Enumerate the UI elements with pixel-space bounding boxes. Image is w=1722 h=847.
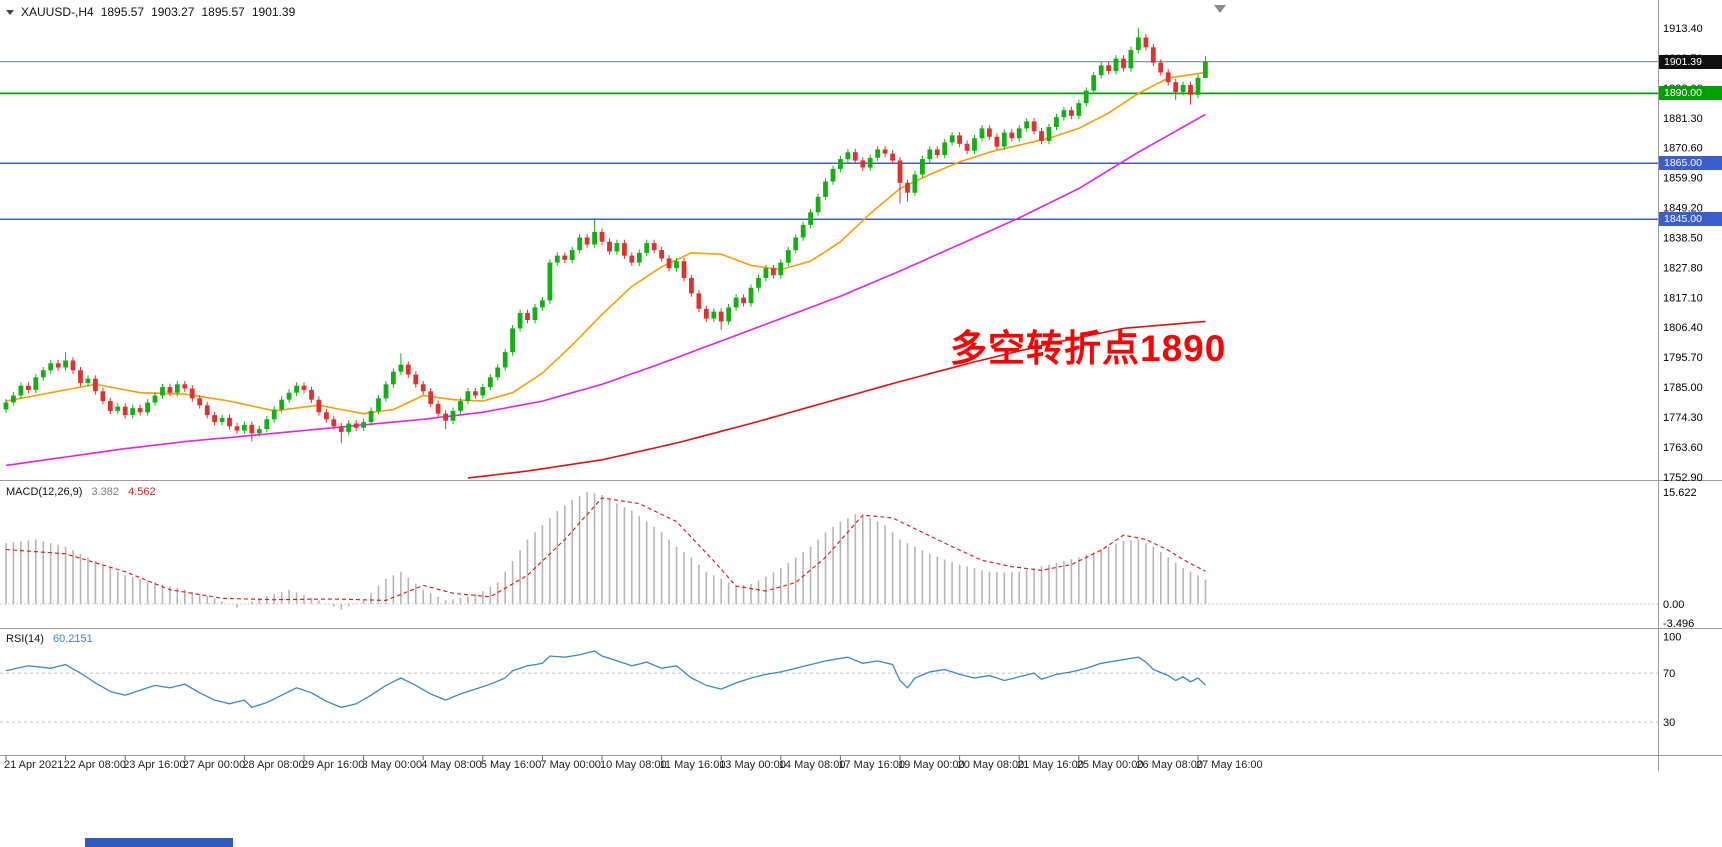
axis-label: 1838.50 [1663, 232, 1703, 244]
axis-label: 10 May 08:00 [600, 759, 667, 771]
axis-label: 1870.60 [1663, 143, 1703, 155]
axis-label: 1785.00 [1663, 382, 1703, 394]
axis-label: 1752.90 [1663, 472, 1703, 484]
axis-label: 5 May 16:00 [481, 759, 542, 771]
ma-medium-magenta [5, 113, 1206, 467]
axis-label: 27 May 16:00 [1196, 759, 1263, 771]
axis-label: 26 May 08:00 [1136, 759, 1203, 771]
ohlc-open: 1895.57 [100, 5, 145, 19]
axis-label: -3.496 [1663, 618, 1694, 630]
axis-label: 29 Apr 16:00 [302, 759, 364, 771]
hline-badge-1845[interactable]: 1845.00 [1659, 212, 1722, 226]
ohlc-close: 1901.39 [251, 5, 296, 19]
axis-label: 20 May 08:00 [958, 759, 1025, 771]
symbol-timeframe: XAUUSD-,H4 [21, 5, 94, 19]
ohlc-high: 1903.27 [151, 5, 195, 19]
axis-label: 13 May 00:00 [719, 759, 786, 771]
axis-label: 17 May 16:00 [838, 759, 905, 771]
symbol-menu-icon[interactable] [6, 9, 14, 15]
axis-label: 28 Apr 08:00 [242, 759, 304, 771]
price-axis: 1913.401902.701892.001881.301870.601859.… [0, 0, 1722, 771]
axis-label: 3 May 00:00 [362, 759, 423, 771]
axis-label: 1913.40 [1663, 23, 1703, 35]
axis-label: 19 May 00:00 [898, 759, 965, 771]
rsi-name: RSI(14) [6, 633, 44, 645]
axis-label: 4 May 08:00 [421, 759, 482, 771]
macd-signal-value: 4.562 [128, 486, 156, 498]
axis-label: 7 May 00:00 [540, 759, 601, 771]
axis-label: 1774.30 [1663, 412, 1703, 424]
axis-label: 0.00 [1663, 599, 1684, 611]
candles [3, 28, 1208, 443]
ohlc-low: 1895.57 [201, 5, 245, 19]
macd-signal-line [5, 497, 1206, 601]
axis-label: 1817.10 [1663, 292, 1703, 304]
moving-averages [5, 71, 1206, 479]
axis-label: 21 May 16:00 [1017, 759, 1084, 771]
macd-panel [0, 492, 1658, 610]
rsi-panel [0, 650, 1658, 723]
axis-label: 1881.30 [1663, 113, 1703, 125]
axis-label: 25 May 00:00 [1077, 759, 1144, 771]
axis-label: 1795.70 [1663, 352, 1703, 364]
rsi-indicator-header: RSI(14) 60.2151 [6, 633, 93, 645]
axis-label: 11 May 16:00 [660, 759, 726, 771]
axis-label: 1849.20 [1663, 203, 1703, 215]
chart-header: XAUUSD-,H4 1895.57 1903.27 1895.57 1901.… [6, 5, 295, 19]
axis-label: 1827.80 [1663, 262, 1703, 274]
rsi-value: 60.2151 [52, 633, 93, 645]
macd-name: MACD(12,26,9) [6, 486, 83, 498]
axis-label: 27 Apr 00:00 [183, 759, 245, 771]
ma-slow-red [467, 320, 1206, 479]
axis-label: 1859.90 [1663, 173, 1703, 185]
current-price-badge: 1901.39 [1659, 55, 1722, 69]
axis-label: 1763.60 [1663, 442, 1703, 454]
axis-label: 100 [1663, 631, 1681, 643]
chart-shift-marker-icon[interactable] [1214, 5, 1226, 13]
axis-label: 70 [1663, 668, 1675, 680]
axis-label: 21 Apr 2021 [4, 759, 63, 771]
ma-fast-orange [5, 71, 1206, 415]
axis-label: 23 Apr 16:00 [123, 759, 185, 771]
axis-label: 15.622 [1663, 487, 1697, 499]
macd-indicator-header: MACD(12,26,9) 3.382 4.562 [6, 486, 156, 498]
rsi-line [5, 650, 1206, 709]
taskbar-fragment [85, 838, 233, 847]
axis-label: 30 [1663, 717, 1675, 729]
hline-badge-1890[interactable]: 1890.00 [1659, 86, 1722, 100]
annotation-text: 多空转折点1890 [950, 328, 1227, 369]
macd-main-value: 3.382 [91, 486, 120, 498]
axis-label: 22 Apr 08:00 [64, 759, 126, 771]
hline-badge-1865[interactable]: 1865.00 [1659, 156, 1722, 170]
horizontal-lines [0, 60, 1658, 221]
axis-label: 14 May 08:00 [779, 759, 846, 771]
axis-label: 1806.40 [1663, 322, 1703, 334]
